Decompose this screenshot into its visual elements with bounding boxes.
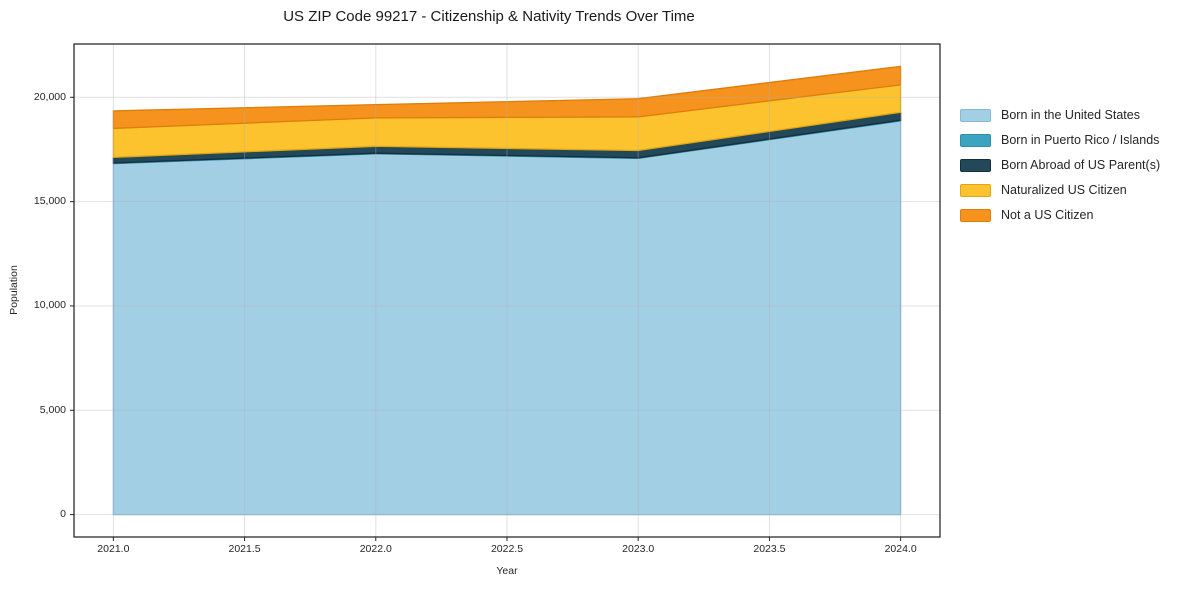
y-tick-label: 5,000	[39, 403, 66, 416]
area-series-4	[112, 65, 902, 130]
y-tick-label: 10,000	[33, 299, 66, 312]
legend-item: Born in Puerto Rico / Islands	[960, 133, 1160, 147]
legend-item: Born Abroad of US Parent(s)	[960, 158, 1160, 172]
legend-item: Born in the United States	[960, 108, 1160, 122]
x-tick-label: 2023.0	[622, 543, 655, 555]
legend-label: Born Abroad of US Parent(s)	[1001, 158, 1161, 172]
legend-swatch-icon	[960, 108, 991, 122]
legend-label: Born in Puerto Rico / Islands	[1001, 133, 1160, 147]
legend-swatch-icon	[960, 158, 991, 172]
chart-title: US ZIP Code 99217 - Citizenship & Nativi…	[283, 8, 695, 25]
legend-swatch-icon	[960, 183, 991, 197]
x-tick-label: 2021.0	[97, 543, 130, 555]
legend-label: Naturalized US Citizen	[1001, 183, 1127, 197]
legend-swatch-icon	[960, 133, 991, 147]
x-tick-label: 2024.0	[884, 543, 917, 555]
x-axis-label: Year	[496, 565, 518, 577]
legend-item: Not a US Citizen	[960, 208, 1160, 222]
legend-swatch-icon	[960, 208, 991, 222]
legend-label: Born in the United States	[1001, 108, 1140, 122]
y-tick-label: 15,000	[33, 195, 66, 208]
x-tick-label: 2022.5	[490, 543, 524, 555]
y-tick-label: 20,000	[33, 90, 66, 103]
legend: Born in the United States Born in Puerto …	[960, 108, 1160, 233]
x-tick-label: 2021.5	[228, 543, 261, 555]
legend-item: Naturalized US Citizen	[960, 183, 1160, 197]
legend-label: Not a US Citizen	[1001, 208, 1094, 222]
y-tick-label: 0	[60, 508, 66, 521]
x-tick-label: 2023.5	[753, 543, 786, 555]
x-tick-label: 2022.0	[359, 543, 392, 555]
y-axis-label: Population	[8, 265, 20, 315]
